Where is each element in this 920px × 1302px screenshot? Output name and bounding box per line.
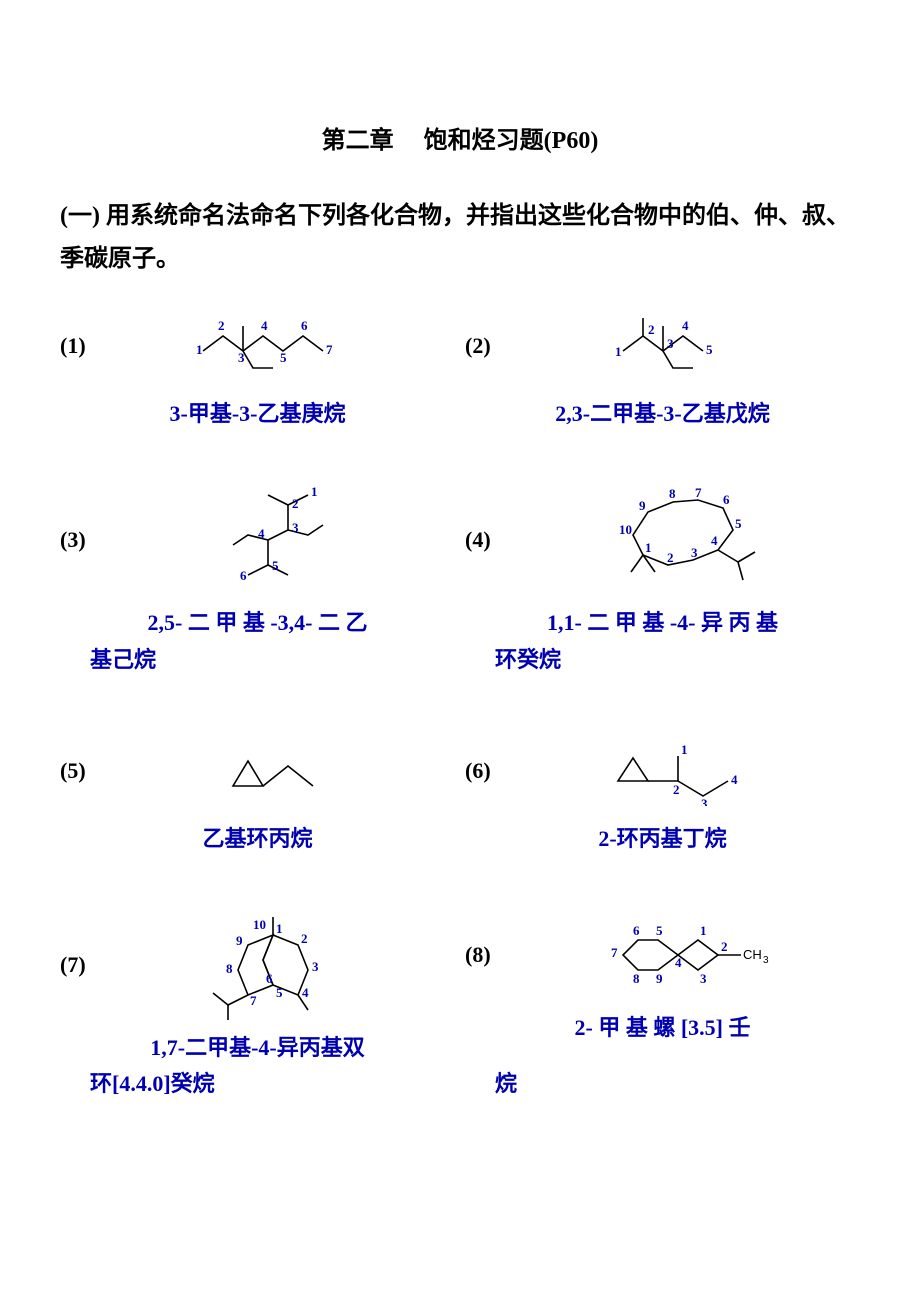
svg-text:5: 5 [272, 558, 279, 573]
answer-6: 2-环丙基丁烷 [465, 824, 860, 855]
svg-text:3: 3 [292, 520, 299, 535]
problem-number: (1) [60, 333, 110, 359]
svg-text:2: 2 [673, 782, 680, 797]
answer-4: 1,1- 二 甲 基 -4- 异 丙 基 [465, 608, 860, 639]
problem-3: (3) 1 2 3 4 5 6 [60, 480, 455, 639]
problems-row-1: (1) 1 2 3 4 5 6 7 3-甲基-3 [60, 301, 860, 430]
question-heading: (一) 用系统命名法命名下列各化合物，并指出这些化合物中的伯、仲、叔、季碳原子。 [60, 195, 860, 281]
svg-text:1: 1 [311, 484, 318, 499]
answer-3: 2,5- 二 甲 基 -3,4- 二 乙 [60, 608, 455, 639]
svg-text:8: 8 [669, 486, 676, 501]
svg-text:6: 6 [240, 568, 247, 583]
problem-number: (5) [60, 758, 110, 784]
answer-7-cont: 环[4.4.0]癸烷 [60, 1069, 455, 1100]
answer-7: 1,7-二甲基-4-异丙基双 [60, 1033, 455, 1064]
svg-text:3: 3 [238, 350, 245, 365]
svg-text:2: 2 [721, 939, 728, 954]
svg-text:1: 1 [196, 342, 203, 357]
svg-text:1: 1 [615, 344, 622, 359]
svg-text:2: 2 [218, 318, 225, 333]
svg-text:9: 9 [656, 971, 663, 986]
svg-text:8: 8 [226, 961, 233, 976]
answer-3-cont: 基己烷 [60, 645, 455, 676]
structure-8: CH 3 1 2 3 4 5 6 7 8 9 [515, 905, 860, 1005]
svg-text:4: 4 [258, 526, 265, 541]
atom-label-sub: 3 [763, 955, 769, 966]
svg-text:6: 6 [266, 971, 273, 986]
structure-1: 1 2 3 4 5 6 7 [110, 306, 455, 386]
svg-text:6: 6 [633, 923, 640, 938]
answer-5: 乙基环丙烷 [60, 824, 455, 855]
answer-8-cont: 烷 [465, 1069, 860, 1100]
svg-text:2: 2 [292, 496, 299, 511]
structure-6: 1 2 3 4 [515, 736, 860, 806]
structure-7: 1 2 3 4 5 6 7 8 9 10 [110, 905, 455, 1025]
svg-text:4: 4 [731, 772, 738, 787]
svg-text:4: 4 [682, 318, 689, 333]
answer-2: 2,3-二甲基-3-乙基戊烷 [465, 399, 860, 430]
svg-text:9: 9 [236, 933, 243, 948]
svg-text:7: 7 [250, 993, 257, 1008]
svg-text:5: 5 [280, 350, 287, 365]
svg-text:3: 3 [312, 959, 319, 974]
problem-number: (8) [465, 942, 515, 968]
problem-2: (2) 1 2 3 4 5 2,3-二甲基-3-乙基戊烷 [465, 301, 860, 430]
page-title: 第二章 饱和烃习题(P60) [60, 120, 860, 155]
svg-text:4: 4 [675, 955, 682, 970]
svg-text:10: 10 [619, 522, 632, 537]
svg-text:4: 4 [261, 318, 268, 333]
structure-4: 1 2 3 4 5 6 7 8 9 10 [515, 480, 860, 600]
answer-row-2: 基己烷 环癸烷 [60, 645, 860, 676]
svg-text:1: 1 [645, 540, 652, 555]
problem-number: (2) [465, 333, 515, 359]
problem-7: (7) 1 2 3 4 5 6 [60, 905, 455, 1064]
problem-number: (3) [60, 527, 110, 553]
svg-text:8: 8 [633, 971, 640, 986]
svg-text:5: 5 [656, 923, 663, 938]
svg-text:2: 2 [667, 550, 674, 565]
structure-5 [110, 741, 455, 801]
answer-4-cont: 环癸烷 [465, 645, 860, 676]
problem-number: (4) [465, 527, 515, 553]
svg-text:3: 3 [700, 971, 707, 986]
svg-text:10: 10 [253, 917, 266, 932]
problem-5: (5) 乙基环丙烷 [60, 726, 455, 855]
svg-text:7: 7 [611, 945, 618, 960]
problem-6: (6) 1 2 3 4 2-环丙基丁烷 [465, 726, 860, 855]
svg-text:1: 1 [700, 923, 707, 938]
svg-text:7: 7 [695, 485, 702, 500]
svg-text:7: 7 [326, 342, 333, 357]
problem-1: (1) 1 2 3 4 5 6 7 3-甲基-3 [60, 301, 455, 430]
svg-text:6: 6 [301, 318, 308, 333]
svg-text:2: 2 [301, 931, 308, 946]
problems-row-3: (5) 乙基环丙烷 (6) [60, 726, 860, 855]
svg-text:3: 3 [667, 336, 674, 351]
answer-row-4: 环[4.4.0]癸烷 烷 [60, 1069, 860, 1100]
problem-number: (7) [60, 952, 110, 978]
svg-text:5: 5 [706, 342, 713, 357]
svg-text:4: 4 [302, 985, 309, 1000]
structure-2: 1 2 3 4 5 [515, 306, 860, 386]
problem-8: (8) CH 3 1 2 3 4 5 6 7 [465, 905, 860, 1064]
svg-text:1: 1 [681, 742, 688, 757]
svg-text:1: 1 [276, 921, 283, 936]
svg-text:3: 3 [701, 796, 708, 806]
svg-text:9: 9 [639, 498, 646, 513]
problem-number: (6) [465, 758, 515, 784]
problem-4: (4) 1 2 3 4 5 6 7 [465, 480, 860, 639]
answer-1: 3-甲基-3-乙基庚烷 [60, 399, 455, 430]
answer-8: 2- 甲 基 螺 [3.5] 壬 [465, 1013, 860, 1044]
svg-text:5: 5 [276, 985, 283, 1000]
problems-row-2: (3) 1 2 3 4 5 6 [60, 480, 860, 639]
svg-text:3: 3 [691, 545, 698, 560]
svg-text:2: 2 [648, 322, 655, 337]
svg-text:5: 5 [735, 516, 742, 531]
structure-3: 1 2 3 4 5 6 [110, 480, 455, 600]
svg-text:6: 6 [723, 492, 730, 507]
atom-label: CH [743, 947, 762, 962]
problems-row-4: (7) 1 2 3 4 5 6 [60, 905, 860, 1064]
svg-text:4: 4 [711, 533, 718, 548]
